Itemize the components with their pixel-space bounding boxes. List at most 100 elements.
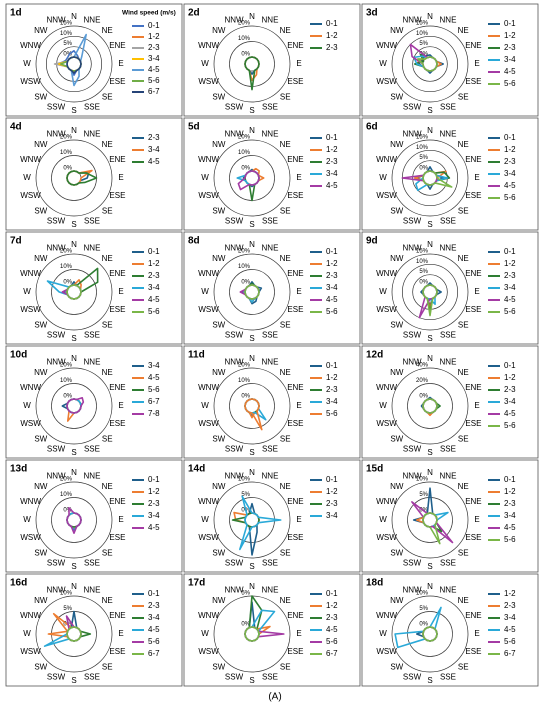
direction-label: WNW <box>376 383 397 392</box>
legend-label: 0-1 <box>326 361 338 370</box>
direction-label: NNW <box>402 586 422 595</box>
direction-label: NW <box>34 596 48 605</box>
r-tick-label: 20% <box>238 363 251 369</box>
panel-border <box>361 345 539 459</box>
direction-label: ENE <box>465 611 481 620</box>
direction-label: N <box>249 240 255 249</box>
legend-label: 3-4 <box>504 613 516 622</box>
r-tick-label: 10% <box>238 36 251 42</box>
direction-label: SE <box>280 206 291 215</box>
direction-label: W <box>23 287 31 296</box>
direction-label: NNW <box>402 472 422 481</box>
direction-label: NNW <box>224 130 244 139</box>
legend-label: 1-2 <box>326 145 338 154</box>
direction-label: SSW <box>225 673 244 682</box>
grid-circle <box>51 269 97 315</box>
direction-label: W <box>201 515 209 524</box>
r-tick-label: 0% <box>419 166 428 172</box>
direction-label: WSW <box>376 305 397 314</box>
direction-label: SE <box>458 434 469 443</box>
grid-circle <box>229 155 275 201</box>
direction-label: NE <box>102 140 113 149</box>
direction-label: W <box>23 629 31 638</box>
direction-label: SSW <box>225 445 244 454</box>
direction-label: WNW <box>198 155 219 164</box>
direction-label: SSE <box>262 445 278 454</box>
direction-label: SSE <box>440 673 456 682</box>
direction-label: N <box>427 240 433 249</box>
direction-label: NW <box>212 482 226 491</box>
direction-label: WSW <box>198 647 219 656</box>
direction-label: SE <box>280 434 291 443</box>
direction-label: S <box>249 334 254 343</box>
grid-circle <box>391 367 469 445</box>
direction-label: S <box>249 562 254 571</box>
direction-label: WSW <box>198 77 219 86</box>
direction-label: S <box>249 448 254 457</box>
direction-label: WNW <box>20 41 41 50</box>
direction-label: W <box>201 629 209 638</box>
direction-label: N <box>427 354 433 363</box>
r-tick-label: 20% <box>60 477 73 483</box>
direction-label: E <box>118 59 123 68</box>
legend-label: 6-7 <box>148 87 160 96</box>
direction-label: WNW <box>198 383 219 392</box>
direction-label: WNW <box>20 155 41 164</box>
direction-label: NE <box>458 482 469 491</box>
direction-label: ENE <box>109 611 125 620</box>
direction-label: WNW <box>20 383 41 392</box>
grid-circle <box>407 611 453 657</box>
legend-label: 4-5 <box>148 523 160 532</box>
wind-rose-series <box>422 170 453 188</box>
legend-label: 1-2 <box>148 487 160 496</box>
direction-label: NNE <box>262 244 279 253</box>
direction-label: E <box>296 515 301 524</box>
direction-label: ENE <box>465 383 481 392</box>
direction-label: NNE <box>84 130 101 139</box>
direction-label: NNW <box>46 130 66 139</box>
direction-label: WSW <box>20 77 41 86</box>
direction-label: SSE <box>440 559 456 568</box>
legend-label: 3-4 <box>504 397 516 406</box>
direction-label: WNW <box>376 611 397 620</box>
legend-label: 3-4 <box>326 511 338 520</box>
legend-label: 1-2 <box>326 487 338 496</box>
legend-label: 2-3 <box>504 601 516 610</box>
direction-label: WNW <box>376 155 397 164</box>
legend-label: 2-3 <box>504 157 516 166</box>
direction-label: SSE <box>440 103 456 112</box>
direction-label: SSE <box>262 217 278 226</box>
direction-label: SSW <box>403 445 422 454</box>
wind-rose-series <box>401 170 438 186</box>
grid-circle <box>391 139 469 217</box>
direction-label: NNE <box>262 586 279 595</box>
grid-circle <box>51 497 97 543</box>
grid-circle <box>213 253 291 331</box>
direction-label: ENE <box>287 611 303 620</box>
direction-label: ESE <box>109 533 125 542</box>
direction-label: SW <box>34 206 47 215</box>
legend-label: 2-3 <box>326 271 338 280</box>
legend-label: 2-3 <box>326 385 338 394</box>
direction-label: NNE <box>84 586 101 595</box>
wind-rose-series <box>422 512 441 545</box>
legend-label: 5-6 <box>148 307 160 316</box>
direction-label: SSW <box>403 331 422 340</box>
legend-label: 0-1 <box>504 19 516 28</box>
legend-label: 3-4 <box>148 613 160 622</box>
panel-title: 1d <box>10 8 22 19</box>
legend-label: 4-5 <box>326 625 338 634</box>
direction-label: S <box>71 220 76 229</box>
panel-border <box>361 573 539 687</box>
grid-circle <box>229 383 275 429</box>
direction-label: W <box>379 629 387 638</box>
wind-rose-series <box>244 626 285 642</box>
panel-title: 17d <box>188 578 205 589</box>
r-tick-label: 0% <box>63 280 72 286</box>
legend-label: 3-4 <box>148 283 160 292</box>
caption: (A) <box>268 692 281 703</box>
panel-title: 13d <box>10 464 27 475</box>
direction-label: W <box>379 173 387 182</box>
direction-label: NE <box>280 368 291 377</box>
r-tick-label: 0% <box>241 394 250 400</box>
